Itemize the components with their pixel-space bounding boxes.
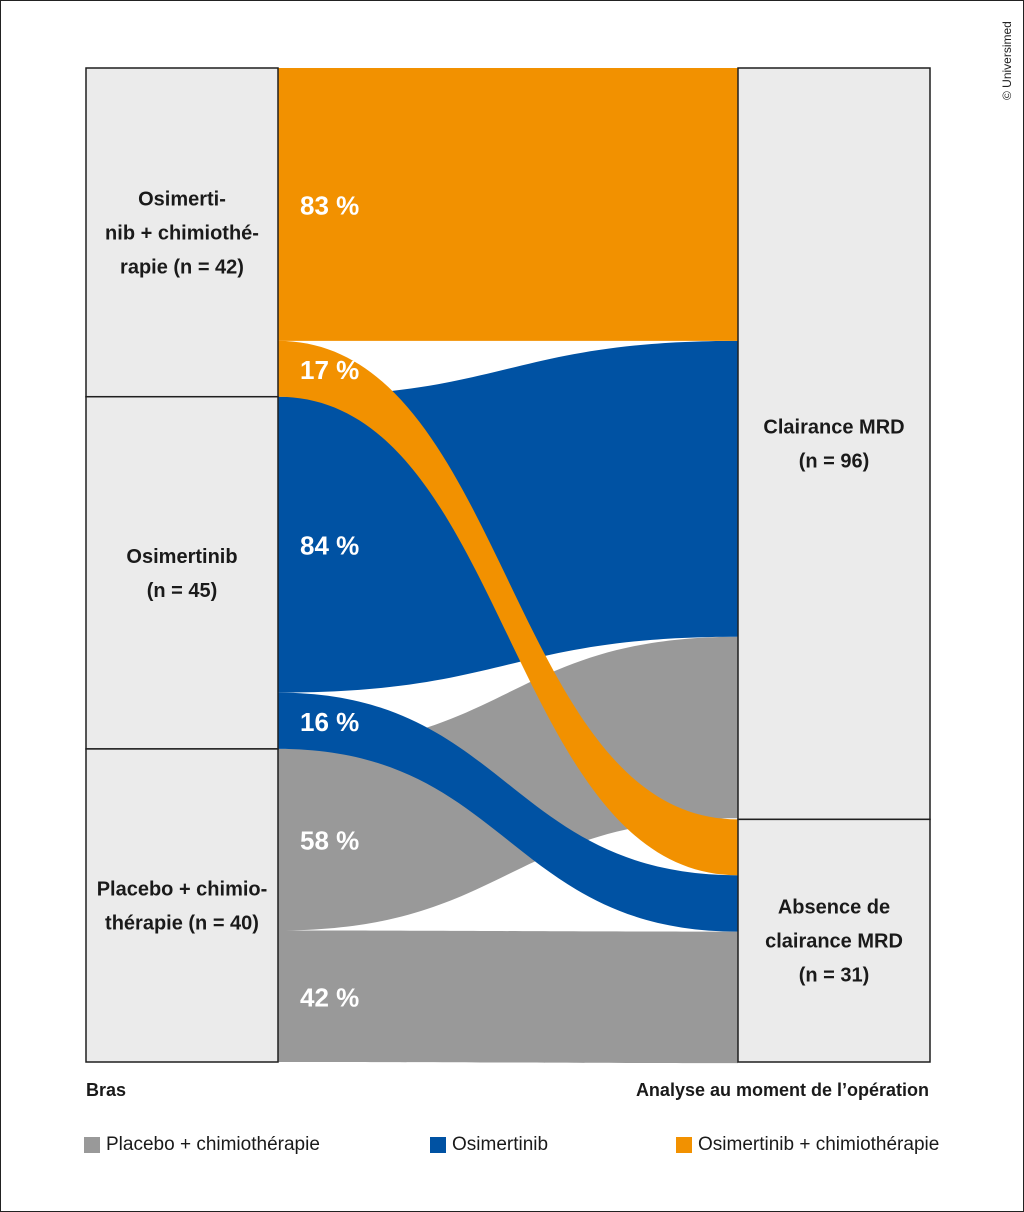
nodes-layer: Osimerti-nib + chimiothé-rapie (n = 42) O… (85, 67, 931, 1063)
percent-labels-layer: 83 % 17 % 84 % 16 % 58 % 42 % (300, 190, 359, 1012)
legend-label: Osimertinib + chimiothérapie (698, 1134, 940, 1155)
source-node-label: (n = 45) (147, 580, 218, 602)
source-node-label: nib + chimiothé- (105, 222, 259, 244)
source-node-label: Osimertinib (126, 546, 237, 568)
flow-placebo-to-noclear (278, 930, 738, 1064)
source-node-osi-chemo (85, 67, 279, 398)
flows-layer (278, 68, 738, 1064)
target-node-label: (n = 96) (799, 451, 870, 473)
percent-label-osi-clear: 84 % (300, 531, 359, 561)
right-axis-caption: Analyse au moment de l’opération (636, 1080, 929, 1100)
source-node-label: thérapie (n = 40) (105, 912, 259, 934)
flow-osi-chemo-to-clear (278, 68, 738, 341)
source-node-placebo (85, 748, 279, 1063)
source-node-label: Placebo + chimio- (97, 878, 268, 900)
target-node-noclear (737, 818, 931, 1063)
source-node-osi (85, 395, 279, 750)
flow-placebo-to-clear (278, 636, 738, 931)
flow-osi-chemo-to-noclear (278, 340, 738, 876)
percent-label-osi-chemo-clear: 83 % (300, 190, 359, 220)
left-axis-caption: Bras (86, 1080, 126, 1100)
legend-swatch-osimertinib (430, 1137, 446, 1153)
flow-osi-to-noclear (278, 692, 738, 932)
percent-label-placebo-clear: 58 % (300, 826, 359, 856)
source-node-label: Osimerti- (138, 188, 226, 210)
copyright-text: © Universimed (1000, 21, 1014, 100)
target-node-label: Absence de (778, 897, 890, 919)
percent-label-placebo-noclear: 42 % (300, 982, 359, 1012)
legend-swatch-osimertinib-chemo (676, 1137, 692, 1153)
legend-label: Placebo + chimiothérapie (106, 1134, 320, 1155)
legend-item-osimertinib: Osimertinib (430, 1134, 548, 1156)
source-node-label: rapie (n = 42) (120, 256, 244, 278)
target-node-clear (737, 67, 931, 821)
legend-label: Osimertinib (452, 1134, 549, 1155)
percent-label-osi-noclear: 16 % (300, 707, 359, 737)
legend-item-osimertinib-chemo: Osimertinib + chimiothérapie (676, 1134, 939, 1156)
percent-label-osi-chemo-noclear: 17 % (300, 355, 359, 385)
legend-item-placebo: Placebo + chimiothérapie (84, 1134, 320, 1156)
target-node-label: clairance MRD (765, 931, 903, 953)
legend-swatch-placebo (84, 1137, 100, 1153)
target-node-label: (n = 31) (799, 965, 870, 987)
legend: Placebo + chimiothérapie Osimertinib Osi… (84, 1134, 944, 1164)
target-node-label: Clairance MRD (763, 417, 904, 439)
